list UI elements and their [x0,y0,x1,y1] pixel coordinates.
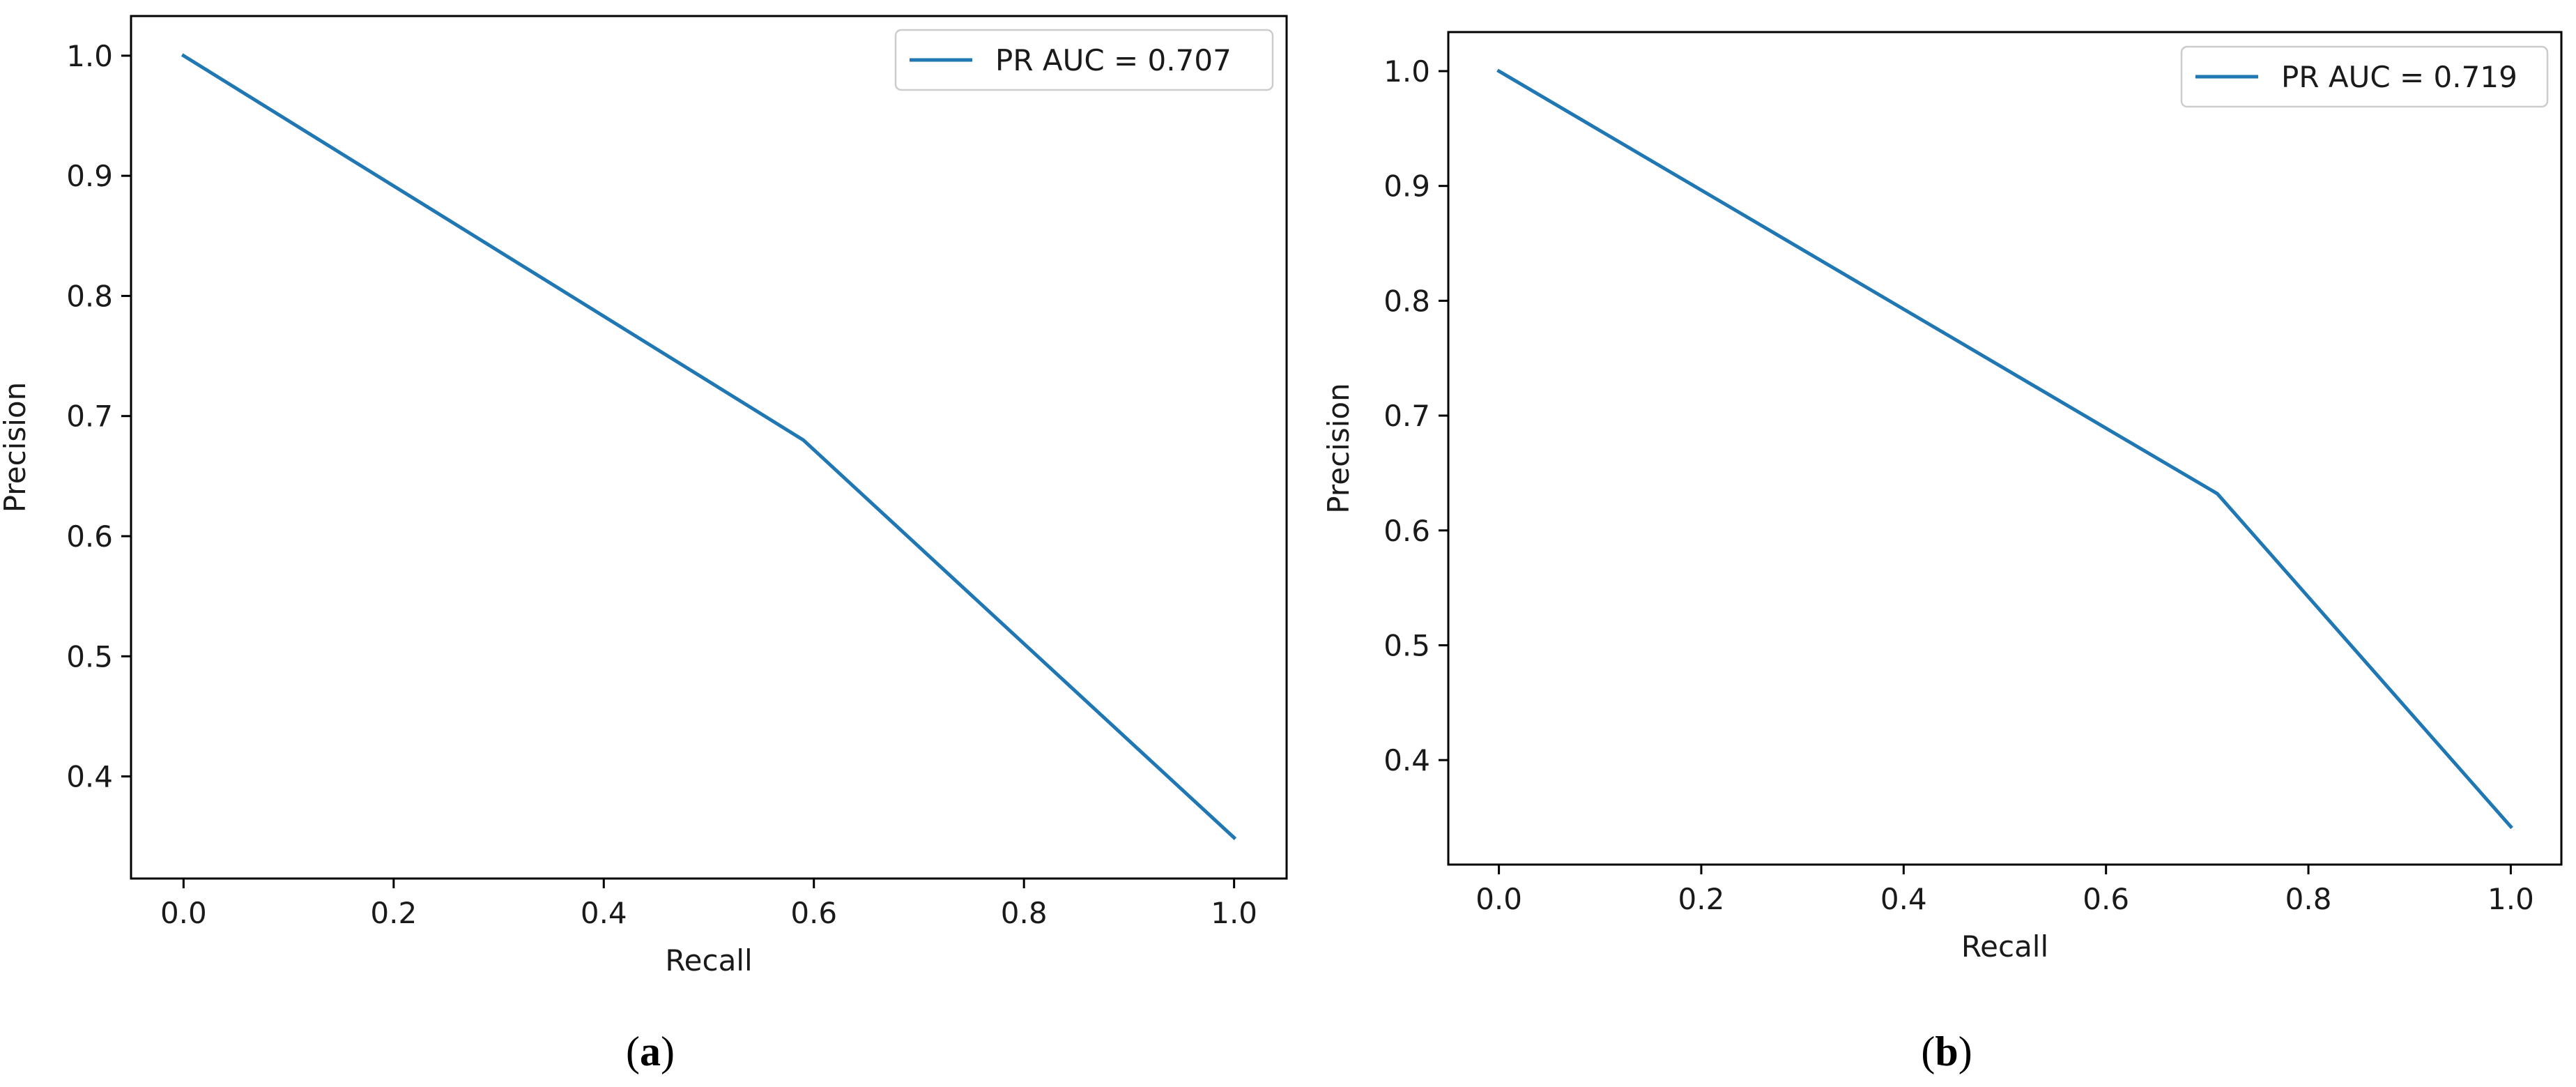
y-tick-label: 1.0 [66,39,113,73]
x-tick-label: 0.8 [2285,882,2332,916]
x-tick-label: 0.4 [581,896,627,930]
y-tick-label: 0.6 [1383,514,1430,548]
y-tick-label: 0.6 [66,519,113,554]
x-tick-label: 0.0 [1475,882,1522,916]
legend-box [2180,45,2549,108]
y-tick-label: 0.5 [1383,628,1430,662]
y-tick-label: 1.0 [1383,54,1430,89]
panel-caption: (b) [1921,1028,1972,1074]
legend: PR AUC = 0.719 [2180,45,2549,108]
axes-frame [1447,31,2563,866]
x-tick-label: 0.4 [1880,882,1927,916]
legend-box [894,29,1274,91]
x-tick-label: 0.6 [790,896,837,930]
axes-frame [130,15,1288,880]
y-tick-label: 0.9 [66,159,113,193]
y-axis-label: Precision [0,382,32,512]
series-line-0 [1496,68,2513,830]
x-tick-label: 0.8 [1001,896,1048,930]
x-tick-label: 0.0 [160,896,207,930]
chart-panel-b: 0.0 0.2 0.4 0.6 0.8 1.0 0.4 0.5 0.6 0.7 0.8 0.9 1.0 R… [1321,31,2563,1074]
x-tick-label: 0.2 [370,896,417,930]
y-tick-label: 0.8 [66,279,113,313]
chart-panel-a: 0.0 0.2 0.4 0.6 0.8 1.0 0.4 0.5 0.6 0.7 0.8 0.9 1.0 R… [0,15,1288,1074]
legend-entry: PR AUC = 0.707 [995,43,1232,77]
panel-caption: (a) [626,1028,675,1074]
y-tick-label: 0.8 [1383,284,1430,318]
y-tick-label: 0.7 [66,400,113,434]
x-tick-label: 0.2 [1678,882,1725,916]
legend-entry: PR AUC = 0.719 [2281,60,2517,94]
y-tick-label: 0.4 [66,760,113,794]
y-axis-label: Precision [1321,383,1356,513]
series-line-0 [181,53,1237,840]
y-tick-label: 0.9 [1383,169,1430,204]
panel-caption-letter: b [1935,1028,1958,1074]
y-tick-label: 0.5 [66,639,113,674]
legend: PR AUC = 0.707 [894,29,1274,91]
x-axis-label: Recall [1961,929,2048,964]
y-tick-label: 0.4 [1383,743,1430,777]
x-tick-label: 0.6 [2083,882,2129,916]
x-axis-label: Recall [665,943,752,978]
y-tick-label: 0.7 [1383,399,1430,433]
x-tick-label: 1.0 [1211,896,1257,930]
x-tick-label: 1.0 [2487,882,2534,916]
panel-caption-letter: a [640,1028,661,1074]
